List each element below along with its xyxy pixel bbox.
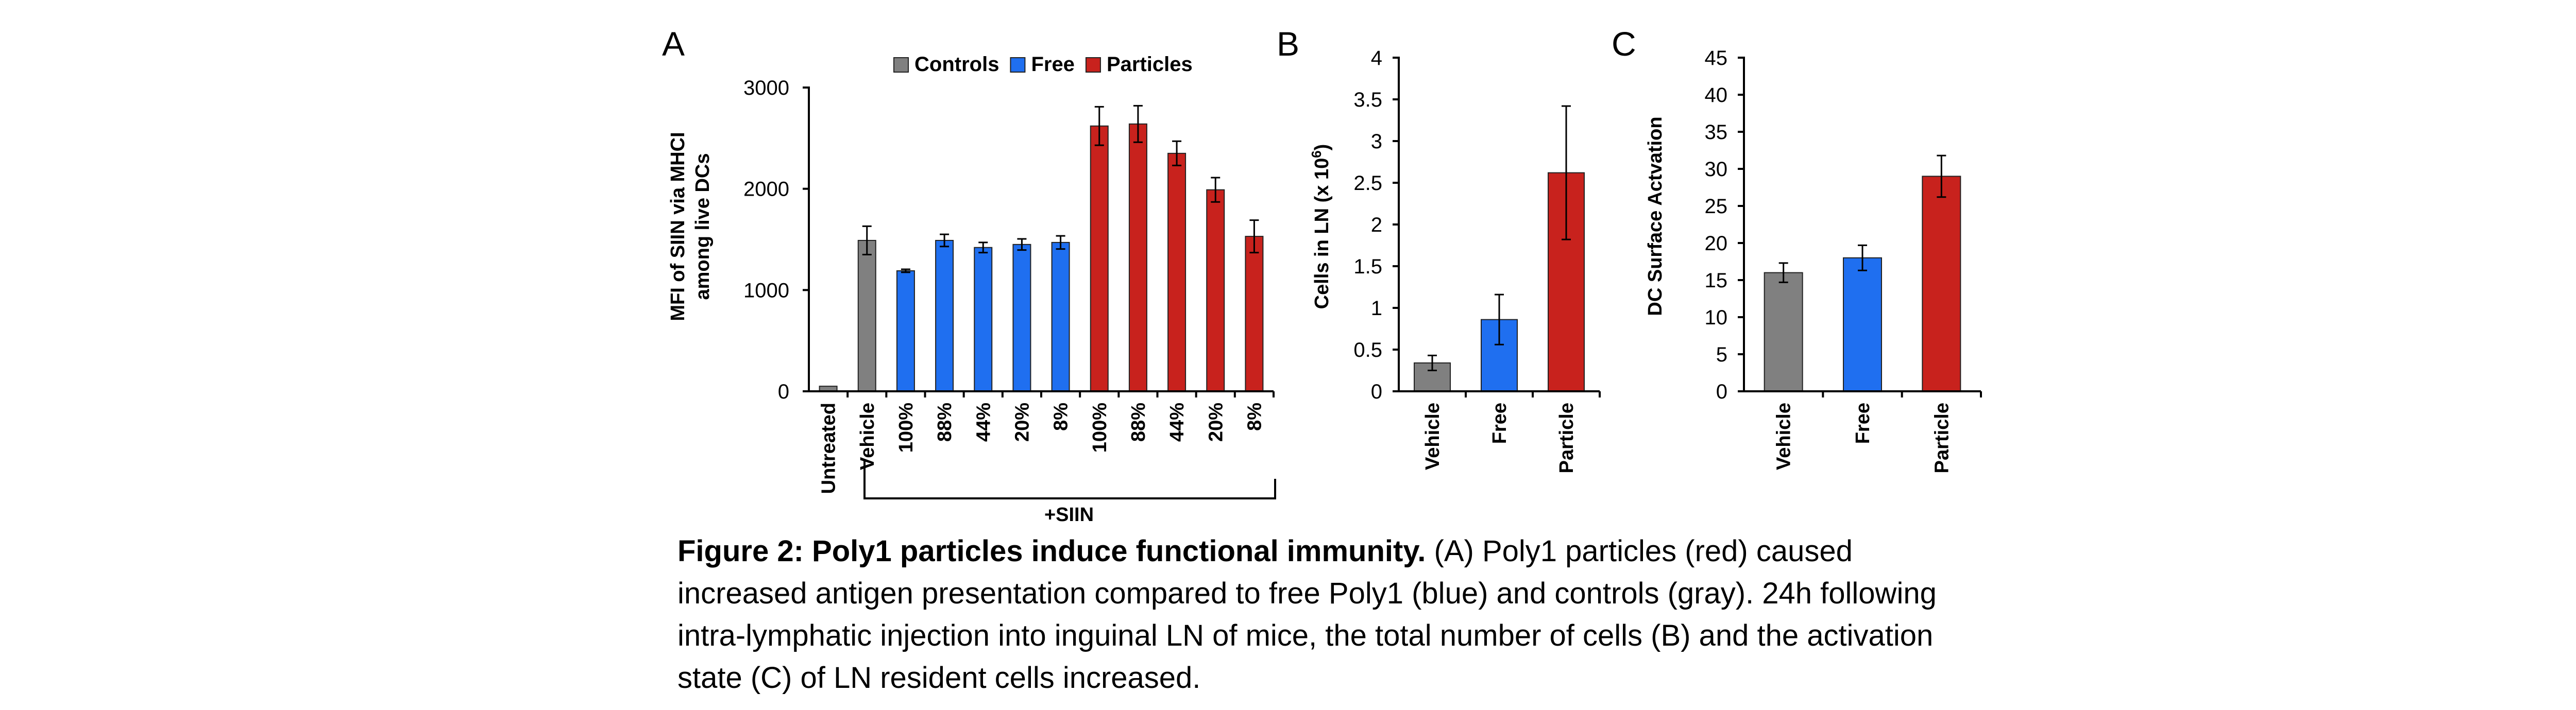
y-axis-ticks: 0 5 10 15 20 25 30 35 40 45	[1705, 47, 1744, 403]
x-axis-labels: Vehicle Free Particle	[1773, 403, 1953, 473]
caption-title: Figure 2: Poly1 particles induce functio…	[677, 534, 1426, 568]
panel-b: B Cells in LN (x 106) 00.511.522.533.54 …	[1277, 25, 1601, 473]
y-tick-label: 2	[1371, 214, 1382, 236]
y-axis-title-end: )	[1311, 144, 1333, 151]
y-tick-label: 2000	[743, 178, 789, 201]
axes	[1398, 57, 1601, 397]
x-tick-label: 8%	[1244, 403, 1265, 431]
x-tick-label: 100%	[895, 403, 917, 453]
y-tick-label: 3	[1371, 130, 1382, 153]
x-tick-label: 88%	[934, 403, 956, 442]
y-tick-label: 3000	[743, 77, 789, 99]
y-tick-label: 15	[1705, 269, 1728, 292]
x-tick-label: 20%	[1011, 403, 1033, 442]
x-tick-label: Particle	[1556, 403, 1578, 473]
axes	[808, 86, 1275, 397]
y-tick-label: 25	[1705, 195, 1728, 218]
siin-bracket-line	[863, 461, 1276, 499]
siin-bracket: +SIIN	[863, 461, 1276, 526]
panel-a-letter: A	[662, 25, 685, 63]
x-tick-label: Free	[1489, 403, 1511, 444]
y-tick-label: 0	[778, 380, 789, 403]
bar	[1764, 272, 1803, 392]
bar	[896, 270, 915, 392]
x-tick-label: 100%	[1089, 403, 1111, 453]
legend-label: Particles	[1107, 53, 1193, 76]
x-tick-label: Particle	[1931, 403, 1953, 473]
axes	[1743, 57, 1982, 397]
y-tick-label: 10	[1705, 306, 1728, 329]
y-tick-label: 5	[1716, 343, 1727, 366]
panel-a: A Controls Free Particles MFI of SIIN via …	[662, 25, 1276, 526]
x-tick-label: Vehicle	[1773, 403, 1795, 470]
y-tick-label: 2.5	[1353, 172, 1382, 195]
panel-c-letter: C	[1612, 25, 1636, 63]
x-tick-label: Vehicle	[1422, 403, 1444, 470]
panel-b-letter: B	[1277, 25, 1299, 63]
bar	[857, 239, 876, 392]
x-tick-label: 8%	[1050, 403, 1072, 431]
bar	[1206, 189, 1225, 392]
bar	[935, 239, 954, 392]
bar	[1843, 257, 1882, 392]
y-axis-title: Cells in LN (x 106)	[1309, 144, 1333, 309]
legend-label: Free	[1031, 53, 1075, 76]
legend-swatch	[893, 57, 909, 73]
y-tick-label: 45	[1705, 47, 1728, 70]
y-tick-label: 0	[1371, 380, 1382, 403]
bar	[1167, 152, 1187, 392]
bars	[1764, 154, 1961, 392]
y-tick-label: 30	[1705, 158, 1728, 181]
figure-caption: Figure 2: Poly1 particles induce functio…	[677, 530, 1965, 699]
caption-text: (A) Poly1 particles (red) caused increas…	[677, 534, 1937, 695]
y-tick-label: 0	[1716, 380, 1727, 403]
x-tick-label: Free	[1852, 403, 1874, 444]
y-tick-label: 4	[1371, 47, 1382, 70]
y-tick-label: 1000	[743, 279, 789, 302]
bar	[1245, 236, 1264, 392]
x-tick-label: 44%	[973, 403, 994, 442]
x-tick-label: 44%	[1166, 403, 1188, 442]
bar	[1128, 123, 1147, 392]
bars	[1414, 105, 1585, 392]
bar	[1922, 176, 1961, 392]
legend-swatch	[1085, 57, 1101, 73]
y-axis-title: DC Surface Actvation	[1645, 116, 1666, 316]
y-tick-label: 1	[1371, 297, 1382, 320]
y-tick-label: 20	[1705, 232, 1728, 255]
x-axis-labels: Untreated Vehicle 100% 88% 44% 20% 8% 100% 88% 44…	[818, 403, 1266, 494]
y-axis-title-line-2: among live DCs	[692, 153, 714, 300]
x-tick-label: Vehicle	[857, 403, 878, 470]
bars	[819, 105, 1264, 392]
legend: Controls Free Particles	[893, 53, 1193, 76]
panel-c: C DC Surface Actvation 0 5 10 15 20 25 30 35 40 4…	[1612, 25, 1982, 473]
y-axis-ticks: 0 0.5 1 1.5 2 2.5 3 3.5 4	[1353, 47, 1399, 403]
y-tick-label: 3.5	[1353, 89, 1382, 111]
x-tick-label: 20%	[1205, 403, 1227, 442]
y-axis-ticks: 0 1000 2000 3000	[743, 77, 809, 403]
legend-swatch	[1010, 57, 1026, 73]
x-tick-label: Untreated	[818, 403, 840, 494]
y-tick-label: 0.5	[1353, 339, 1382, 361]
siin-bracket-label: +SIIN	[1044, 504, 1094, 526]
y-axis-title-main: Cells in LN (x 10	[1311, 158, 1333, 309]
y-tick-label: 40	[1705, 84, 1728, 107]
y-tick-label: 35	[1705, 121, 1728, 144]
y-tick-label: 1.5	[1353, 255, 1382, 278]
y-axis-title-superscript: 6	[1309, 150, 1324, 158]
bar	[1012, 244, 1031, 392]
y-axis-title: MFI of SIIN via MHCI among live DCs	[667, 132, 714, 321]
x-axis-labels: Vehicle Free Particle	[1422, 403, 1578, 473]
bar	[1090, 125, 1109, 392]
bar	[974, 247, 993, 392]
y-axis-title-line-1: MFI of SIIN via MHCI	[667, 132, 689, 321]
bar	[1051, 241, 1070, 392]
x-tick-label: 88%	[1128, 403, 1149, 442]
legend-label: Controls	[914, 53, 999, 76]
